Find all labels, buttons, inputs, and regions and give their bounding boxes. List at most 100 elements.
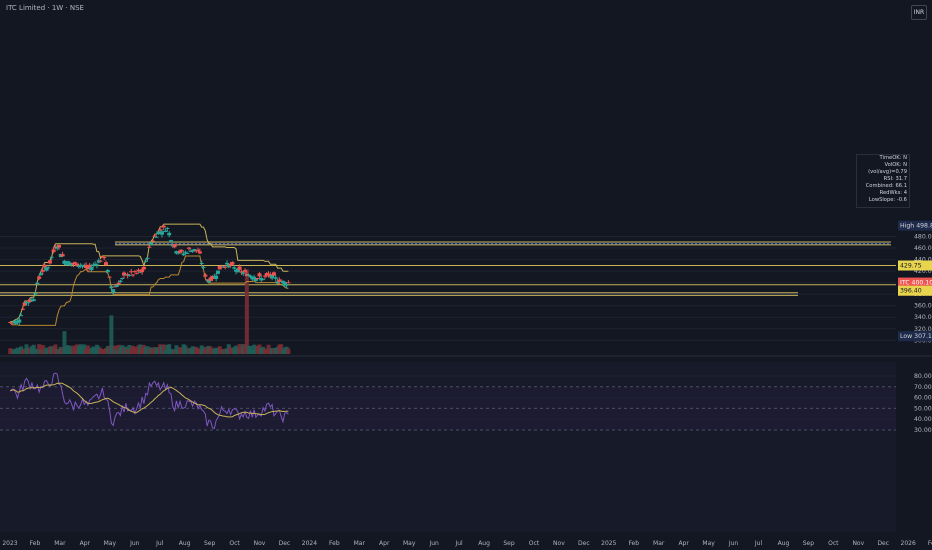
candle-body [167,232,172,236]
time-axis-label: Dec [877,540,889,547]
candle-body [159,231,164,235]
candle-body [224,262,229,265]
candle-body [181,253,186,256]
low-price-tag-bg [898,331,932,342]
candle-body [87,264,92,269]
candle-body [163,230,168,232]
candle-body [199,263,204,265]
candle-body [143,260,148,262]
volume-bar [109,315,114,354]
indicator-info-box: TimeOK: N VolOK: N (vol/avg)=0.79 RSI: 3… [856,154,910,208]
level-lower-tag: 396.40 [900,288,922,295]
candle-body [91,264,96,266]
candle-body [253,278,258,281]
info-line: VolOK: N (vol/avg)=0.79 [868,162,907,175]
time-axis-label: Jul [155,540,164,547]
candle-body [145,257,150,259]
candle-body [26,302,31,304]
candle-body [176,252,181,254]
candle-body [187,247,192,249]
candle-body [232,267,237,269]
time-axis-label: Feb [329,540,340,547]
volume-bar [279,344,284,354]
candle-body [230,261,235,265]
candle-body [237,266,242,270]
time-axis-label: Feb [30,540,41,547]
price-tick-label: 360.00 [914,303,932,310]
candle-body [51,249,56,253]
low-price-tag: Low 307.10 [900,333,932,340]
candle-body [78,264,83,266]
last-price-tag-bg [898,277,932,288]
candle-body [28,299,33,302]
candle-body [277,279,282,282]
time-axis-label: Sep [503,540,515,547]
price-tick-label: 340.00 [914,314,932,321]
volume-bar [174,345,179,354]
time-axis-label: Apr [80,540,91,547]
candle-body [122,272,127,276]
candle-body [42,264,47,268]
candle-body [217,265,222,270]
candle-body [75,263,80,267]
time-axis-label: Dec [279,540,291,547]
candle-body [215,270,220,274]
volume-bar [40,345,45,354]
candle-body [62,260,67,264]
candle-body [19,315,24,317]
candle-body [120,278,125,280]
candle-body [239,271,244,273]
candle-body [131,274,136,276]
candle-body [197,251,202,254]
candle-body [116,282,121,285]
candle-body [111,289,116,293]
candle-body [22,302,27,306]
candle-body [206,279,211,283]
info-line: RSI: 31.7 [883,176,907,182]
candle-body [286,282,291,284]
time-axis-label: Oct [828,540,839,547]
time-axis-label: 2025 [601,540,616,547]
currency-button[interactable]: INR [911,5,927,20]
time-axis-label: Feb [628,540,639,547]
candle-body [271,272,276,276]
candle-body [185,253,190,255]
time-axis-label: Jun [129,540,140,547]
candle-body [89,267,94,271]
candle-body [85,267,90,270]
high-price-tag: High 498.85 [900,223,932,230]
candle-body [73,262,78,264]
time-axis-label: 2023 [2,540,17,547]
candle-body [223,266,228,268]
rsi-line [9,372,289,430]
candle-body [107,276,112,278]
time-axis-label: Mar [653,540,665,547]
candle-body [154,236,159,238]
channel-lower-line [9,255,289,326]
rsi-ma-line [10,382,289,418]
candle-body [69,263,74,265]
demand-zone [0,292,798,296]
rsi-tick-label: 60.00 [914,395,932,402]
candle-body [10,322,15,324]
candle-body [102,257,107,259]
candle-body [114,284,119,287]
candle-body [33,293,38,295]
candle-body [141,266,146,270]
candle-body [125,274,130,276]
candle-body [243,270,248,272]
rsi-tick-label: 50.00 [914,405,932,412]
candle-body [178,250,183,253]
time-axis-label: Mar [354,540,366,547]
time-axis-label: Nov [852,540,864,547]
time-axis-label: Apr [678,540,689,547]
candle-body [150,240,155,242]
candle-body [261,279,266,281]
time-axis-label: Mar [54,540,66,547]
candle-body [100,255,105,257]
candle-body [152,235,157,237]
candle-body [156,231,161,235]
time-axis-label: Oct [229,540,240,547]
volume-bar [62,331,67,354]
